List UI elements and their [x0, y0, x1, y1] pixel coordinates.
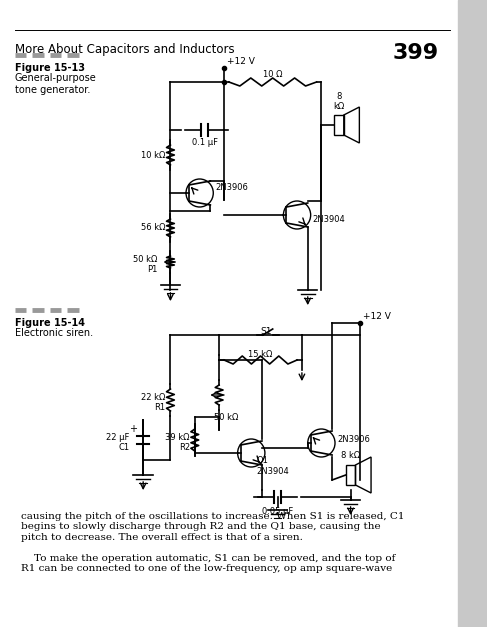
Bar: [346, 465, 356, 485]
Text: 56 kΩ: 56 kΩ: [141, 223, 166, 233]
Text: +: +: [130, 424, 138, 434]
Text: 10 kΩ: 10 kΩ: [141, 150, 166, 159]
Text: General-purpose
tone generator.: General-purpose tone generator.: [14, 73, 96, 95]
Text: More About Capacitors and Inductors: More About Capacitors and Inductors: [14, 43, 234, 56]
Text: P1: P1: [148, 265, 158, 275]
Text: To make the operation automatic, S1 can be removed, and the top of
R1 can be con: To make the operation automatic, S1 can …: [22, 554, 396, 574]
Text: 50 kΩ: 50 kΩ: [214, 413, 238, 421]
Text: 22 μF: 22 μF: [106, 433, 130, 443]
Text: 8
kΩ: 8 kΩ: [334, 92, 344, 111]
Text: Q1: Q1: [256, 456, 268, 465]
Bar: [458, 0, 487, 627]
Text: +12 V: +12 V: [227, 57, 255, 66]
Text: 50 kΩ: 50 kΩ: [134, 255, 158, 265]
Text: 2N3904: 2N3904: [256, 466, 289, 475]
Text: Figure 15-14: Figure 15-14: [14, 318, 84, 328]
Text: Electronic siren.: Electronic siren.: [14, 328, 92, 338]
Text: 39 kΩ: 39 kΩ: [166, 433, 190, 443]
Text: 15 kΩ: 15 kΩ: [248, 350, 272, 359]
Text: 0.05 μF: 0.05 μF: [262, 507, 293, 516]
Text: R2: R2: [179, 443, 190, 453]
Text: 2N3906: 2N3906: [337, 436, 370, 445]
Text: 10 Ω: 10 Ω: [263, 70, 282, 79]
Text: causing the pitch of the oscillations to increase. When S1 is released, C1
begin: causing the pitch of the oscillations to…: [22, 512, 405, 542]
Text: C1: C1: [118, 443, 130, 453]
Text: S1: S1: [260, 327, 272, 336]
Text: Figure 15-13: Figure 15-13: [14, 63, 84, 73]
Text: 399: 399: [392, 43, 438, 63]
Text: 22 kΩ: 22 kΩ: [141, 394, 166, 403]
Bar: [334, 115, 344, 135]
Text: 2N3906: 2N3906: [215, 184, 248, 192]
Text: 8 kΩ: 8 kΩ: [341, 451, 360, 460]
Text: +12 V: +12 V: [364, 312, 391, 321]
Text: 2N3904: 2N3904: [312, 216, 346, 224]
Text: R1: R1: [154, 404, 166, 413]
Text: 0.1 μF: 0.1 μF: [192, 138, 218, 147]
